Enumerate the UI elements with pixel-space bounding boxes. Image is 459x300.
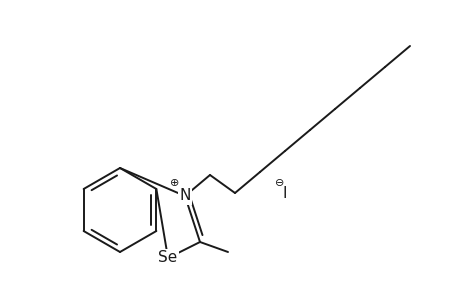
Text: I: I <box>282 185 286 200</box>
Text: ⊕: ⊕ <box>170 178 179 188</box>
Text: Se: Se <box>158 250 177 266</box>
Text: ⊖: ⊖ <box>275 178 284 188</box>
Text: N: N <box>179 188 190 203</box>
